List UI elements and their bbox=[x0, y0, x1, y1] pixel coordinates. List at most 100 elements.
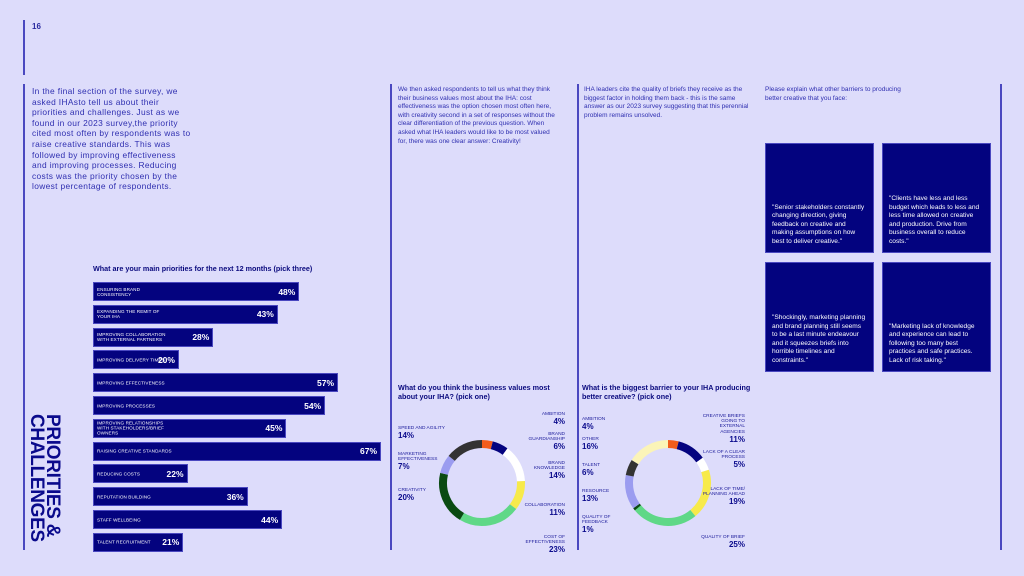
donut-slice bbox=[667, 440, 679, 450]
slice-value: 7% bbox=[398, 462, 410, 472]
bar-value: 44% bbox=[261, 514, 279, 525]
bar-label: Expanding the remit of your IHA bbox=[97, 309, 160, 320]
priority-bar: Improving relationships with stakeholder… bbox=[93, 418, 287, 438]
bar-value: 28% bbox=[192, 332, 210, 343]
bar-value: 21% bbox=[162, 537, 180, 548]
barrier-text: IHA leaders cite the quality of briefs t… bbox=[584, 86, 749, 119]
bar-label: Staff wellbeing bbox=[97, 517, 141, 522]
donut-slice bbox=[502, 448, 525, 482]
priorities-chart-title: What are your main priorities for the ne… bbox=[93, 264, 313, 273]
donut-slice bbox=[690, 469, 711, 517]
slice-name: Creative briefs going to external agenci… bbox=[702, 414, 745, 435]
values-chart-title: What do you think the business values mo… bbox=[398, 383, 550, 401]
donut-slice bbox=[448, 440, 483, 462]
bar-value: 43% bbox=[256, 309, 274, 320]
slice-value: 20% bbox=[398, 493, 415, 503]
bar-label: Improving collaboration with external pa… bbox=[97, 332, 166, 343]
donut-label: Speed and agility 14% bbox=[398, 426, 453, 441]
quotes-intro: Please explain what other barriers to pr… bbox=[765, 86, 901, 102]
priority-bar: Expanding the remit of your IHA 43% bbox=[93, 304, 278, 324]
donut-slice bbox=[459, 504, 517, 526]
donut-slice bbox=[509, 480, 525, 510]
priority-bar: Talent recruitment 21% bbox=[93, 532, 184, 552]
slice-value: 23% bbox=[548, 545, 565, 555]
bar-label: Reputation building bbox=[97, 494, 151, 500]
slice-name: Ambition bbox=[541, 412, 565, 417]
bar-label: Raising creative standards bbox=[97, 448, 172, 454]
donut-label: Cost of effectiveness 23% bbox=[517, 535, 565, 555]
page-number: 16 bbox=[32, 22, 41, 31]
slice-name: Quality of brief bbox=[701, 535, 745, 540]
slice-name: Brand knowledge bbox=[533, 461, 565, 472]
intro-text: In the final section of the survey, we a… bbox=[32, 86, 191, 192]
bar-label: Reducing costs bbox=[97, 471, 141, 477]
donut-label: Collaboration 11% bbox=[517, 503, 565, 518]
divider bbox=[577, 84, 579, 550]
donut-label: Brand guardianship 6% bbox=[517, 432, 565, 452]
priority-bar: Reducing costs 22% bbox=[93, 464, 188, 484]
slice-value: 1% bbox=[582, 525, 594, 535]
donut-label: Brand knowledge 14% bbox=[517, 461, 565, 481]
slice-value: 11% bbox=[729, 434, 745, 444]
bar-value: 54% bbox=[304, 400, 322, 411]
divider bbox=[390, 84, 392, 550]
donut-slice bbox=[440, 455, 455, 475]
slice-name: Resource bbox=[582, 489, 610, 494]
bar-label: Improving delivery times bbox=[97, 357, 165, 363]
donut-label: Other 16% bbox=[582, 437, 637, 452]
slice-value: 4% bbox=[582, 422, 594, 432]
divider bbox=[23, 84, 25, 550]
bar-value: 20% bbox=[157, 354, 175, 365]
bar-label: Improving processes bbox=[97, 403, 156, 408]
bar-value: 36% bbox=[226, 491, 244, 502]
donut-slice bbox=[481, 440, 493, 450]
donut-slice bbox=[439, 472, 465, 520]
divider bbox=[1000, 84, 1002, 550]
slice-value: 14% bbox=[548, 471, 565, 481]
slice-name: Speed and agility bbox=[398, 426, 445, 431]
slice-value: 14% bbox=[398, 431, 415, 441]
slice-value: 19% bbox=[728, 497, 745, 507]
slice-name: Ambition bbox=[582, 417, 606, 422]
slice-name: Lack of a clear process bbox=[703, 450, 745, 461]
quote-card: "Shockingly, marketing planning and bran… bbox=[765, 262, 874, 372]
barrier-chart-title: What is the biggest barrier to your IHA … bbox=[582, 383, 751, 401]
slice-name: Quality of feedback bbox=[582, 515, 611, 526]
quote-card: "Marketing lack of knowledge and experie… bbox=[882, 262, 991, 372]
priority-bar: Improving delivery times 20% bbox=[93, 350, 179, 370]
bar-value: 67% bbox=[359, 446, 377, 457]
donut-label: Lack of a clear process 5% bbox=[697, 450, 745, 470]
bar-value: 48% bbox=[278, 286, 296, 297]
priority-bar: Improving collaboration with external pa… bbox=[93, 327, 214, 347]
slice-value: 6% bbox=[553, 442, 565, 452]
donut-label: Marketing effectiveness 7% bbox=[398, 452, 453, 472]
donut-chart bbox=[439, 440, 525, 526]
values-text: We then asked respondents to tell us wha… bbox=[398, 86, 555, 145]
slice-value: 16% bbox=[582, 442, 599, 452]
priority-bar: Improving effectiveness 57% bbox=[93, 373, 338, 393]
slice-name: Creativity bbox=[398, 488, 426, 493]
bar-label: Talent recruitment bbox=[97, 539, 151, 545]
donut-label: Quality of brief 25% bbox=[697, 535, 745, 550]
slice-name: Talent bbox=[582, 463, 601, 468]
priority-bar: Reputation building 36% bbox=[93, 487, 248, 507]
slice-value: 11% bbox=[549, 508, 565, 518]
donut-slice bbox=[634, 505, 696, 526]
quote-card: "Senior stakeholders constantly changing… bbox=[765, 143, 874, 253]
donut-label: Lack of time/ planning ahead 19% bbox=[697, 487, 745, 507]
section-title: PRIORITIES & CHALLENGES bbox=[26, 414, 63, 542]
priority-bar: Raising creative standards 67% bbox=[93, 441, 381, 461]
donut-label: Quality of feedback 1% bbox=[582, 515, 637, 535]
donut-label: Resource 13% bbox=[582, 489, 637, 504]
donut-slice bbox=[625, 474, 640, 509]
slice-value: 25% bbox=[728, 540, 745, 550]
slice-value: 4% bbox=[553, 417, 565, 427]
donut-label: Creativity 20% bbox=[398, 488, 453, 503]
slice-name: Brand guardianship bbox=[528, 432, 565, 443]
bar-label: Improving relationships with stakeholder… bbox=[97, 420, 165, 436]
slice-name: Other bbox=[582, 437, 599, 442]
donut-chart bbox=[625, 440, 711, 526]
slice-value: 13% bbox=[582, 494, 599, 504]
bar-label: Improving effectiveness bbox=[97, 380, 165, 386]
donut-label: Ambition 4% bbox=[517, 412, 565, 427]
